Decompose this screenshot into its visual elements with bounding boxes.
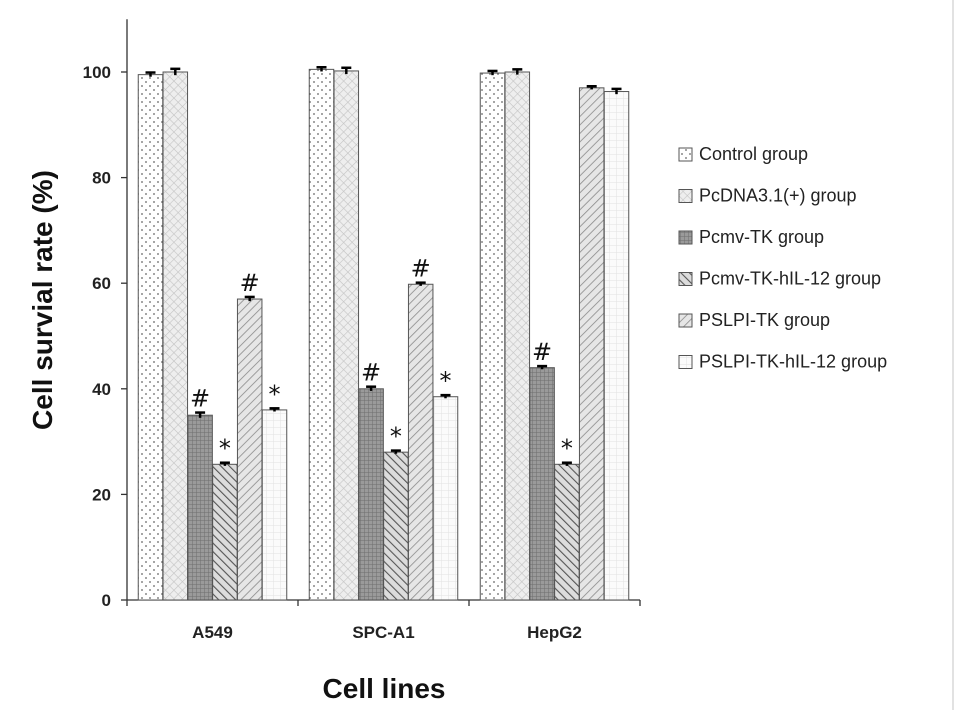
bar-pcmv-tk-hil-12-group-a549: [212, 463, 238, 601]
x-axis-title: Cell lines: [323, 673, 446, 704]
significance-mark: #: [240, 269, 260, 297]
y-tick-label: 60: [92, 274, 111, 293]
significance-mark: #: [190, 385, 210, 413]
y-tick-label: 80: [92, 169, 111, 188]
legend-swatch: [678, 355, 693, 369]
y-tick-label: 100: [83, 63, 111, 82]
significance-mark: #: [532, 338, 552, 366]
legend: Control group PcDNA3.1(+) group Pcmv-TK gr…: [678, 144, 887, 372]
bar-pslpi-tk-hil-12-group-hepg2: [603, 91, 630, 601]
bar-pcmv-tk-group-a549: [187, 414, 213, 601]
y-tick-label: 20: [92, 485, 111, 504]
significance-mark: *: [440, 367, 452, 395]
bar-pcdna3-1-group-hepg2: [504, 71, 531, 601]
bar-control-group-a549: [137, 74, 164, 601]
bar-pslpi-tk-hil-12-group-spc-a1: [432, 396, 459, 601]
bar-pslpi-tk-hil-12-group-a549: [261, 409, 288, 601]
bar-pcmv-tk-group-spc-a1: [358, 388, 384, 601]
x-tick-label: HepG2: [527, 623, 582, 642]
bar-control-group-spc-a1: [308, 68, 335, 601]
bar-pcmv-tk-group-hepg2: [529, 367, 555, 601]
significance-mark: #: [411, 255, 431, 283]
legend-swatch: [678, 272, 693, 286]
legend-swatch: [678, 147, 693, 162]
bar-pslpi-tk-group-spc-a1: [407, 283, 434, 601]
x-tick-label: A549: [192, 623, 233, 642]
y-axis: 0 20 40 60 80 100: [83, 19, 128, 610]
legend-label: Pcmv-TK-hIL-12 group: [699, 269, 881, 289]
y-tick-label: 0: [102, 591, 111, 610]
bar-pcmv-tk-hil-12-group-hepg2: [554, 463, 580, 601]
bars: # # # * * * # # * *: [137, 65, 630, 601]
x-tick-label: SPC-A1: [352, 623, 414, 642]
legend-label: PSLPI-TK group: [699, 310, 830, 330]
bar-pslpi-tk-group-hepg2: [578, 87, 605, 601]
bar-pcdna3-1-group-spc-a1: [333, 70, 360, 601]
y-tick-label: 40: [92, 380, 111, 399]
bar-control-group-hepg2: [479, 72, 506, 601]
bar-pslpi-tk-group-a549: [236, 298, 263, 601]
legend-swatch: [678, 313, 693, 328]
significance-mark: #: [361, 359, 381, 387]
legend-label: Control group: [699, 144, 808, 164]
legend-swatch: [678, 230, 693, 245]
significance-mark: *: [269, 380, 281, 408]
x-axis: A549 SPC-A1 HepG2: [126, 599, 641, 642]
significance-mark: *: [561, 435, 573, 463]
bar-pcdna3-1-group-a549: [162, 71, 189, 601]
significance-mark: *: [219, 435, 231, 463]
legend-label: Pcmv-TK group: [699, 227, 824, 247]
legend-swatch: [678, 189, 693, 203]
legend-label: PSLPI-TK-hIL-12 group: [699, 352, 887, 372]
significance-mark: *: [390, 423, 402, 451]
legend-label: PcDNA3.1(+) group: [699, 186, 857, 206]
bar-pcmv-tk-hil-12-group-spc-a1: [383, 451, 409, 601]
y-axis-title: Cell survial rate (%): [27, 170, 58, 430]
